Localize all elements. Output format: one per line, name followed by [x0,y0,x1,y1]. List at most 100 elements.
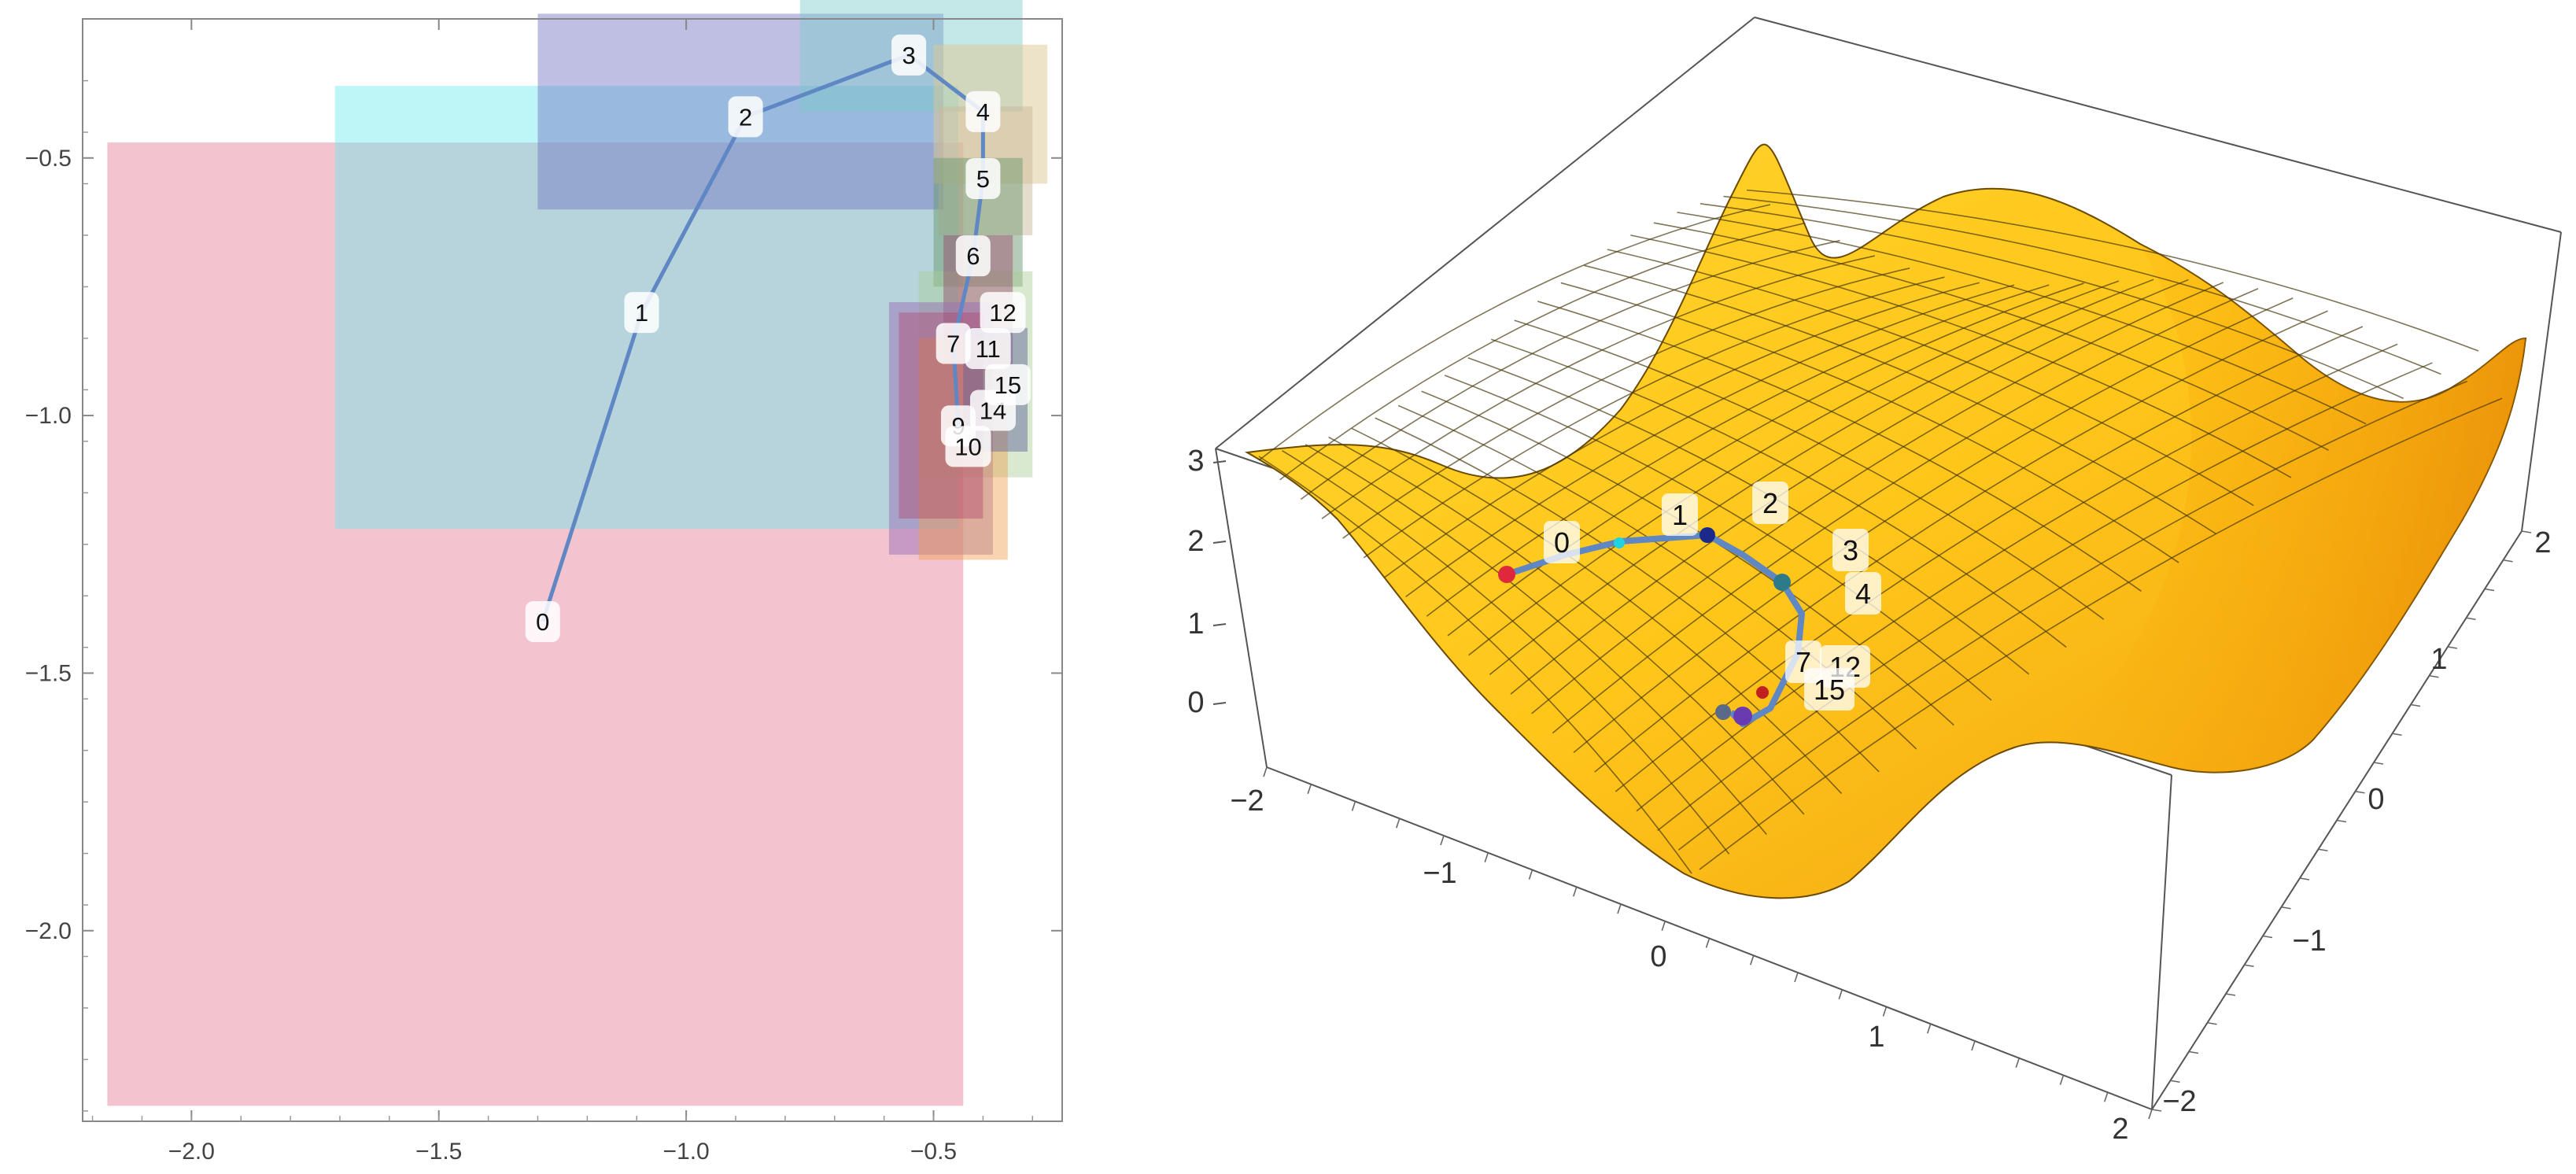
mesh-line-v [1510,279,2189,695]
axis-ticks: −2.0 −1.5 −1.0 −0.5 −0.5 −1.0 −1.5 −2.0 [25,19,1062,1165]
iteration-label: 1 [635,299,648,327]
mesh-line-v [1636,343,2398,812]
surface-iteration-label: 1 [1672,499,1688,531]
surface-axis-ticks: 0 1 2 3 −2 −1 0 1 2 −2 −1 0 1 2 [1187,445,2551,1146]
z-tick-mark [1212,623,1227,626]
mesh-line-v [1573,297,2294,754]
surface-label-bg [1804,668,1854,711]
mesh-line-u [1723,195,2441,375]
iteration-label-bg [525,600,560,642]
mesh-line-v [1342,268,1910,539]
mesh-line-v [1552,287,2259,734]
x-minor-tick [1572,886,1578,897]
iteration-label-bg [891,34,927,76]
path-marker-end [1733,707,1752,725]
y-tick-label: −2 [2162,1085,2196,1118]
y-tick-label: −1.0 [25,403,72,429]
x-minor-tick [1661,921,1666,932]
mesh-line-u [1560,282,2179,563]
iteration-label-bg [965,157,1001,199]
y-minor-tick [2281,906,2291,910]
y-tick-label: −1 [2292,925,2326,958]
surface-iteration-label: 3 [1843,534,1858,567]
z-tick-label: 3 [1187,445,1204,478]
iteration-label: 0 [536,608,549,636]
x-minor-tick [1484,852,1489,863]
iteration-label-bg [980,292,1026,334]
path-start-marker [1498,566,1515,583]
surface-label-bg [1544,521,1580,563]
mesh-line-u [1653,222,2329,451]
y-minor-tick [2503,559,2513,563]
iteration-label-bg [624,292,659,334]
surface-iteration-label: 2 [1762,487,1778,519]
x-tick-label: 2 [2112,1113,2128,1146]
x-tick-label: −0.5 [910,1139,957,1165]
surface-path [1505,532,1805,727]
x-tick-label: −2 [1230,785,1264,818]
x-minor-tick [1351,801,1356,811]
mesh-line-u [1490,338,2067,648]
y-minor-tick [2336,819,2347,823]
y-minor-tick [2373,762,2384,765]
mesh-line-u [1677,212,2367,425]
iteration-label: 10 [954,433,981,460]
x-minor-tick [1838,989,1843,1000]
x-minor-tick [1528,869,1533,880]
mesh-line-u [1607,249,2254,507]
x-minor-tick [1705,938,1711,948]
mesh-line-v [1426,284,2050,617]
surface-label-bg [1832,529,1869,571]
z-tick-mark [1212,541,1227,544]
y-minor-tick [2429,674,2439,678]
iteration-label: 11 [976,335,1001,363]
mesh-line-u [1258,456,1692,874]
mesh-line-v [1258,204,1771,461]
plot-border [82,18,1063,1122]
iteration-label: 15 [995,371,1021,399]
iteration-label-bg [965,327,1011,369]
y-minor-tick [2447,646,2458,649]
x-minor-tick [2015,1058,2021,1069]
iteration-label: 4 [976,98,990,126]
x-minor-tick [1395,818,1401,829]
z-tick-mark [1212,460,1227,463]
surface-iteration-label: 0 [1554,526,1570,559]
surface-label-bg [1752,482,1788,524]
mesh-line-v [1699,397,2503,870]
x-tick-label: 1 [1868,1021,1884,1054]
surface-iteration-label: 4 [1855,578,1871,610]
y-tick-label: 2 [2534,526,2551,559]
y-tick-label: −0.5 [25,146,72,172]
y-minor-tick [2318,848,2328,852]
x-minor-tick [1263,766,1268,777]
mesh-line-u [1584,264,2217,535]
x-tick-label: 0 [1650,940,1666,973]
z-tick-label: 0 [1187,686,1204,719]
mesh-line-v [1677,380,2468,851]
trust-region-boxes [107,0,1048,1106]
mesh-line-v [1384,282,1980,578]
x-tick-label: −1.5 [415,1139,462,1165]
mesh-line-u [1746,189,2479,352]
iteration-label-bg [945,426,991,467]
mesh-line-v [1447,282,2084,637]
surface-iteration-label: 15 [1814,674,1845,706]
x-minor-tick [1794,972,1799,983]
iteration-label-bg [936,323,971,364]
mesh-line-u [1305,444,1767,836]
x-minor-tick [1882,1006,1888,1017]
x-minor-tick [1926,1023,1932,1034]
x-minor-tick [1617,903,1622,914]
mesh-line-v [1594,310,2328,773]
y-minor-tick [2170,1080,2180,1084]
z-tick-label: 1 [1187,607,1204,641]
y-minor-tick [2244,964,2254,968]
x-minor-tick [2103,1091,2109,1102]
y-tick-label: 0 [2367,783,2384,816]
x-minor-tick [1307,784,1312,795]
iteration-label: 2 [739,103,752,131]
trajectory-plot: −2.0 −1.5 −1.0 −0.5−0.5−1.0−1.5−2.0 0123456… [25,0,1063,1165]
mesh-line-u [1630,234,2292,478]
